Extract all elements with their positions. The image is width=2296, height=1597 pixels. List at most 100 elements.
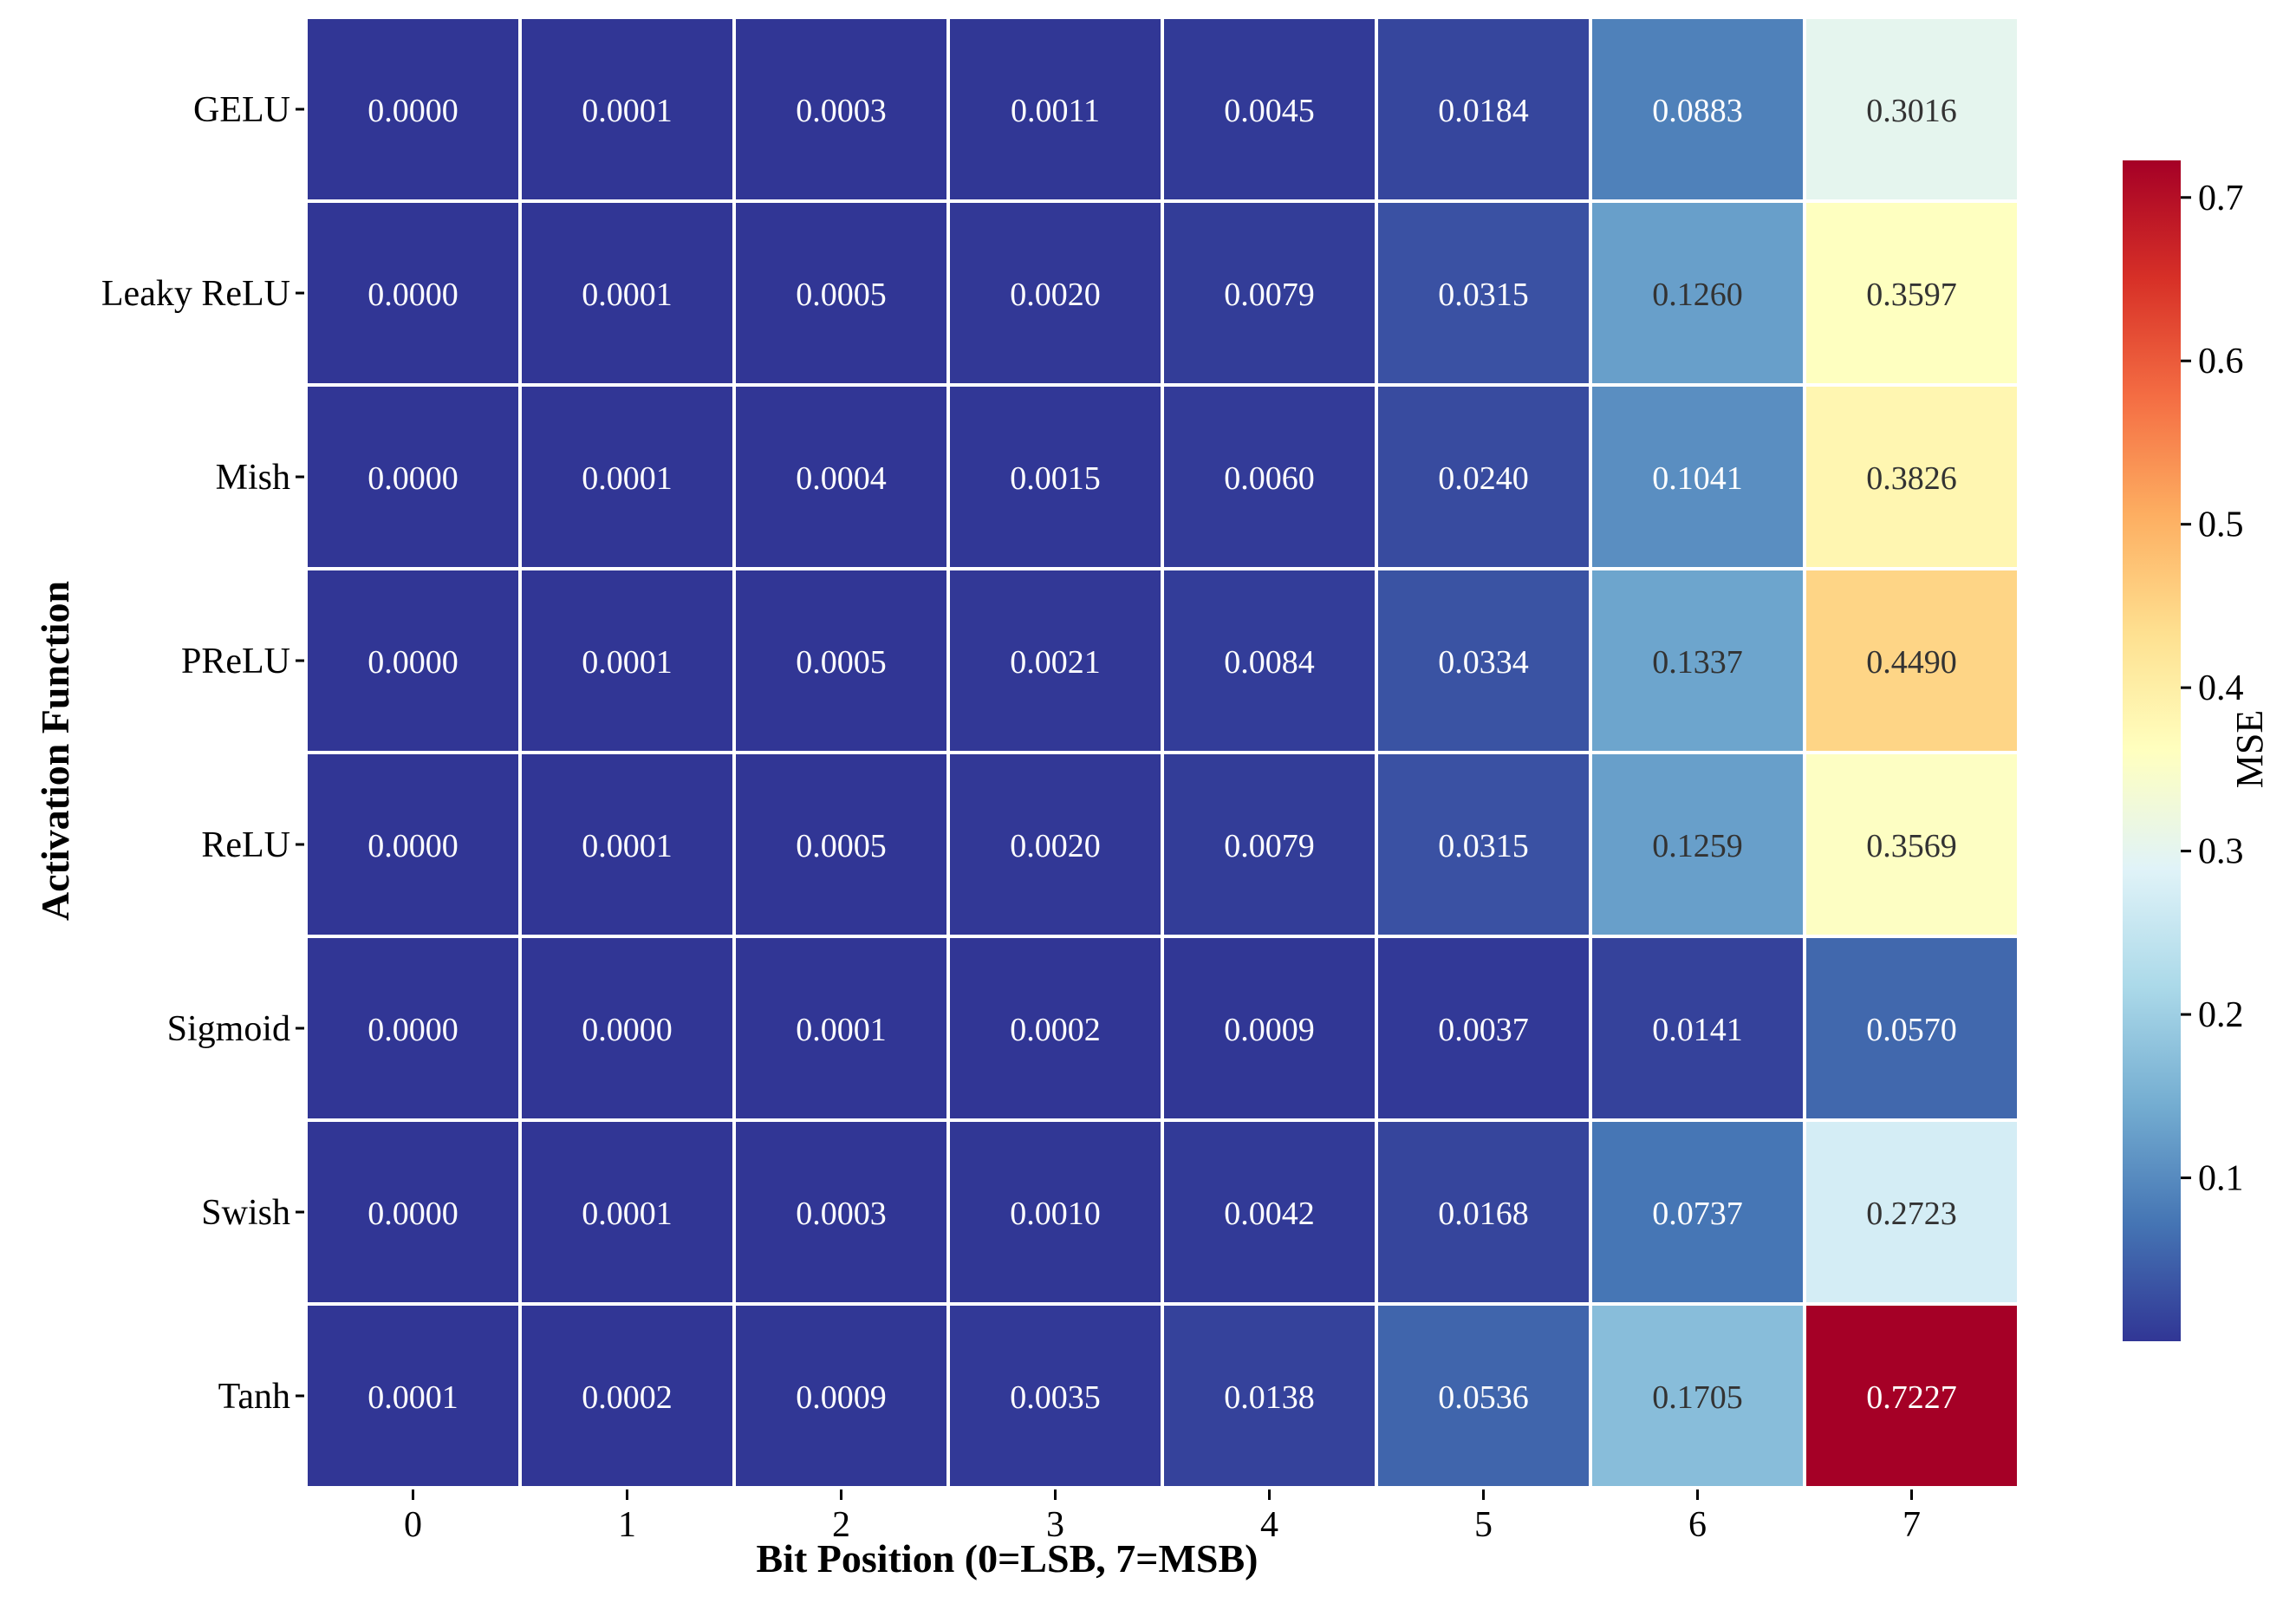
cell-value-label: 0.0011 — [1011, 93, 1100, 129]
colorbar-tick-label: 0.4 — [2198, 668, 2244, 708]
colorbar-tick-label: 0.2 — [2198, 995, 2244, 1035]
cell-value-label: 0.1041 — [1652, 460, 1743, 497]
heatmap-cell — [1803, 751, 2020, 938]
heatmap-cell — [1803, 383, 2020, 570]
heatmap-cell — [946, 383, 1164, 570]
cell-value-label: 0.0002 — [1010, 1012, 1101, 1048]
heatmap-cell — [518, 1118, 736, 1306]
cell-value-label: 0.0021 — [1010, 644, 1101, 681]
cell-value-label: 0.0079 — [1224, 828, 1315, 864]
cell-value-label: 0.3569 — [1866, 828, 1957, 864]
cell-value-label: 0.7227 — [1866, 1379, 1957, 1416]
heatmap-cell — [1161, 383, 1378, 570]
heatmap-cell — [946, 567, 1164, 754]
heatmap-cell — [1803, 935, 2020, 1122]
cell-value-label: 0.0045 — [1224, 93, 1315, 129]
cell-value-label: 0.3016 — [1866, 93, 1957, 129]
colorbar-tick-label: 0.6 — [2198, 342, 2244, 381]
heatmap-cell — [732, 1302, 950, 1489]
heatmap-cell — [1589, 751, 1806, 938]
cell-value-label: 0.3826 — [1866, 460, 1957, 497]
heatmap-cell — [1589, 383, 1806, 570]
y-axis: GELU Leaky ReLU Mish PReLU ReLU Sigmoid Swish T… — [101, 90, 304, 1417]
heatmap-cell — [1161, 567, 1378, 754]
x-tick-label: 2 — [832, 1505, 850, 1545]
cell-value-label: 0.0035 — [1010, 1379, 1101, 1416]
cell-value-label: 0.0060 — [1224, 460, 1315, 497]
heatmap-cell — [732, 383, 950, 570]
colorbar-tick-label: 0.3 — [2198, 832, 2244, 872]
colorbar-tick-label: 0.5 — [2198, 505, 2244, 545]
y-tick-label: Swish — [201, 1193, 290, 1233]
cell-value-label: 0.0002 — [582, 1379, 673, 1416]
y-tick-label: Mish — [216, 458, 290, 498]
cell-value-label: 0.0010 — [1010, 1196, 1101, 1232]
cell-value-label: 0.0000 — [367, 644, 459, 681]
heatmap-cell — [732, 16, 950, 203]
heatmap-cell — [1589, 1118, 1806, 1306]
cell-value-label: 0.0042 — [1224, 1196, 1315, 1232]
cell-value-label: 0.0037 — [1438, 1012, 1529, 1048]
cell-value-label: 0.0315 — [1438, 828, 1529, 864]
cell-value-label: 0.0003 — [796, 93, 887, 129]
colorbar-tick-label: 0.1 — [2198, 1159, 2244, 1199]
cell-value-label: 0.0020 — [1010, 277, 1101, 313]
heatmap-cell — [1375, 16, 1592, 203]
cell-value-label: 0.0001 — [796, 1012, 887, 1048]
heatmap-cell — [732, 935, 950, 1122]
heatmap-cell — [1375, 1118, 1592, 1306]
heatmap-cell — [1803, 16, 2020, 203]
cell-value-label: 0.0536 — [1438, 1379, 1529, 1416]
cell-value-label: 0.1259 — [1652, 828, 1743, 864]
cell-value-label: 0.0020 — [1010, 828, 1101, 864]
cell-value-label: 0.0315 — [1438, 277, 1529, 313]
cell-value-label: 0.0141 — [1652, 1012, 1743, 1048]
y-tick-label: Leaky ReLU — [101, 274, 290, 314]
cell-value-label: 0.0001 — [582, 93, 673, 129]
heatmap-cell — [1161, 1302, 1378, 1489]
y-tick-label: Tanh — [218, 1377, 290, 1417]
cell-value-label: 0.0000 — [367, 828, 459, 864]
cell-value-label: 0.0138 — [1224, 1379, 1315, 1416]
heatmap-cell — [1375, 1302, 1592, 1489]
heatmap-cell — [1589, 567, 1806, 754]
x-tick-label: 5 — [1474, 1505, 1493, 1545]
heatmap-cell — [304, 1118, 522, 1306]
colorbar-tick-label: 0.7 — [2198, 179, 2244, 218]
heatmap-cell — [1803, 199, 2020, 387]
heatmap-cell — [732, 567, 950, 754]
cell-value-label: 0.0000 — [367, 1196, 459, 1232]
cell-value-label: 0.0005 — [796, 828, 887, 864]
heatmap-cell — [1161, 935, 1378, 1122]
y-tick-label: Sigmoid — [167, 1009, 290, 1049]
heatmap-cells — [304, 16, 2020, 1489]
cell-value-label: 0.0009 — [1224, 1012, 1315, 1048]
y-tick-label: GELU — [193, 90, 290, 130]
cell-value-label: 0.0084 — [1224, 644, 1315, 681]
cell-value-label: 0.0001 — [582, 277, 673, 313]
colorbar-ticks: 0.1 0.2 0.3 0.4 0.5 0.6 0.7 — [2181, 179, 2244, 1199]
y-tick-label: PReLU — [181, 642, 290, 681]
y-axis-label: Activation Function — [33, 581, 77, 921]
x-tick-label: 7 — [1902, 1505, 1921, 1545]
x-tick-label: 3 — [1046, 1505, 1064, 1545]
heatmap-cell — [946, 1302, 1164, 1489]
heatmap-cell — [304, 16, 522, 203]
heatmap-cell-labels: 0.0000 0.0001 0.0003 0.0011 0.0045 0.0184 0.08… — [367, 93, 1957, 1416]
cell-value-label: 0.0004 — [796, 460, 887, 497]
cell-value-label: 0.0184 — [1438, 93, 1529, 129]
heatmap-cell — [304, 567, 522, 754]
cell-value-label: 0.0001 — [367, 1379, 459, 1416]
x-tick-label: 0 — [404, 1505, 422, 1545]
cell-value-label: 0.0570 — [1866, 1012, 1957, 1048]
heatmap-cell — [1803, 1118, 2020, 1306]
heatmap-cell — [1375, 383, 1592, 570]
heatmap-cell — [1803, 1302, 2020, 1489]
cell-value-label: 0.0001 — [582, 644, 673, 681]
cell-value-label: 0.0005 — [796, 277, 887, 313]
x-axis-label: Bit Position (0=LSB, 7=MSB) — [757, 1536, 1259, 1581]
heatmap-cell — [1589, 935, 1806, 1122]
colorbar: 0.1 0.2 0.3 0.4 0.5 0.6 0.7 MSE — [2123, 160, 2271, 1341]
cell-value-label: 0.1705 — [1652, 1379, 1743, 1416]
x-tick-label: 4 — [1260, 1505, 1278, 1545]
